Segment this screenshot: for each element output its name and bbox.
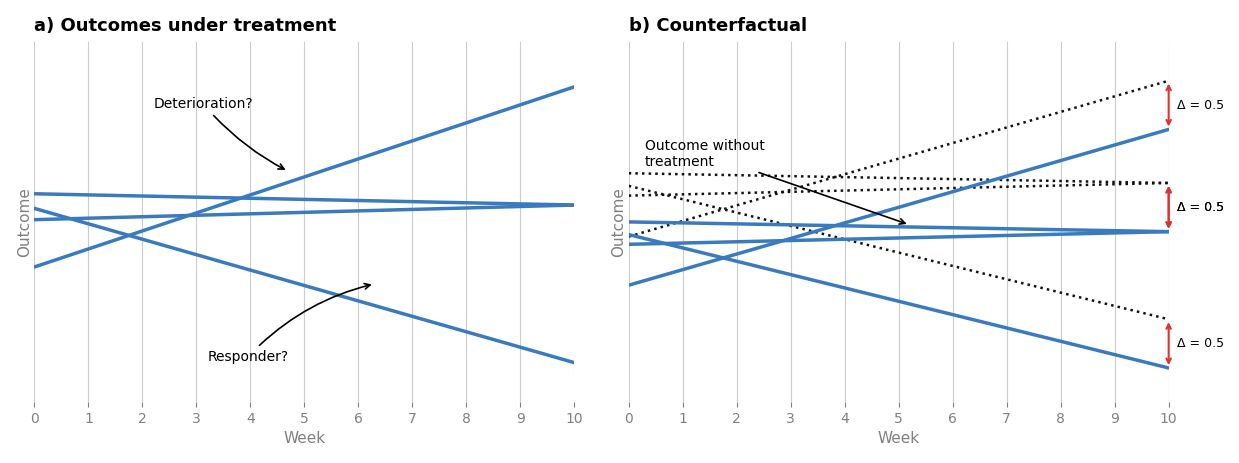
Y-axis label: Outcome: Outcome [611,187,626,257]
Text: Δ = 0.5: Δ = 0.5 [1177,201,1224,214]
Text: Outcome without
treatment: Outcome without treatment [646,138,906,224]
Text: Responder?: Responder? [207,283,370,364]
Text: a) Outcomes under treatment: a) Outcomes under treatment [35,17,337,35]
Text: Deterioration?: Deterioration? [154,97,284,169]
Text: Δ = 0.5: Δ = 0.5 [1177,201,1224,214]
Text: Δ = 0.5: Δ = 0.5 [1177,99,1224,112]
Text: Δ = 0.5: Δ = 0.5 [1177,337,1224,350]
Text: b) Counterfactual: b) Counterfactual [628,17,807,35]
X-axis label: Week: Week [877,432,919,446]
X-axis label: Week: Week [284,432,326,446]
Y-axis label: Outcome: Outcome [16,187,32,257]
